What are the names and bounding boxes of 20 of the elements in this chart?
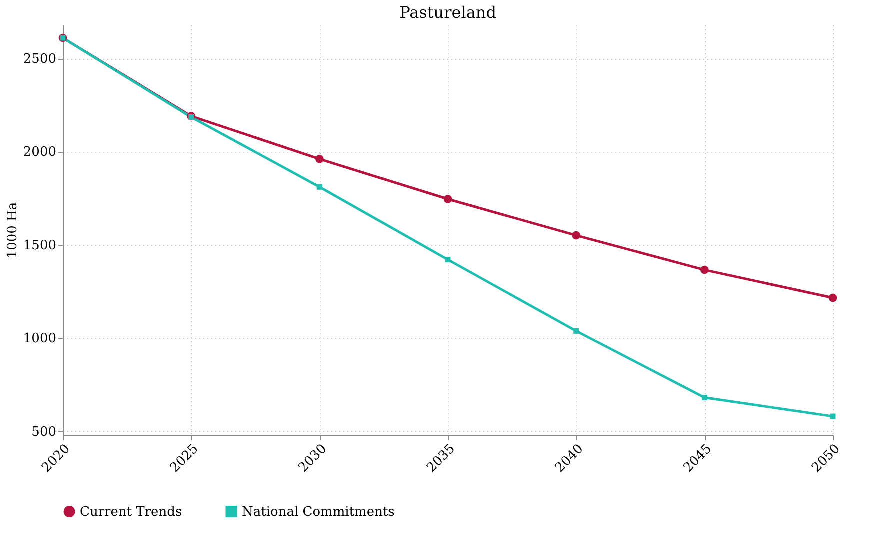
y-tick-label: 2500: [23, 52, 56, 68]
point: [830, 414, 836, 420]
y-tick-label: 500: [32, 424, 56, 440]
y-tick-label: 1000: [23, 332, 56, 347]
legend-label: Current Trends: [80, 504, 182, 520]
y-axis-title: 1000 Ha: [5, 202, 20, 259]
point: [316, 184, 322, 190]
point: [574, 328, 580, 334]
point: [315, 155, 324, 164]
point: [700, 266, 709, 274]
y-tick-label: 1500: [23, 238, 56, 254]
point: [188, 114, 194, 120]
point: [444, 195, 452, 204]
point: [572, 231, 581, 240]
chart-title: Pastureland: [400, 3, 496, 22]
y-tick-label: 2000: [23, 145, 56, 160]
point: [445, 257, 451, 263]
point: [828, 294, 838, 302]
point: [702, 394, 708, 400]
legend-label: National Commitments: [242, 504, 395, 520]
